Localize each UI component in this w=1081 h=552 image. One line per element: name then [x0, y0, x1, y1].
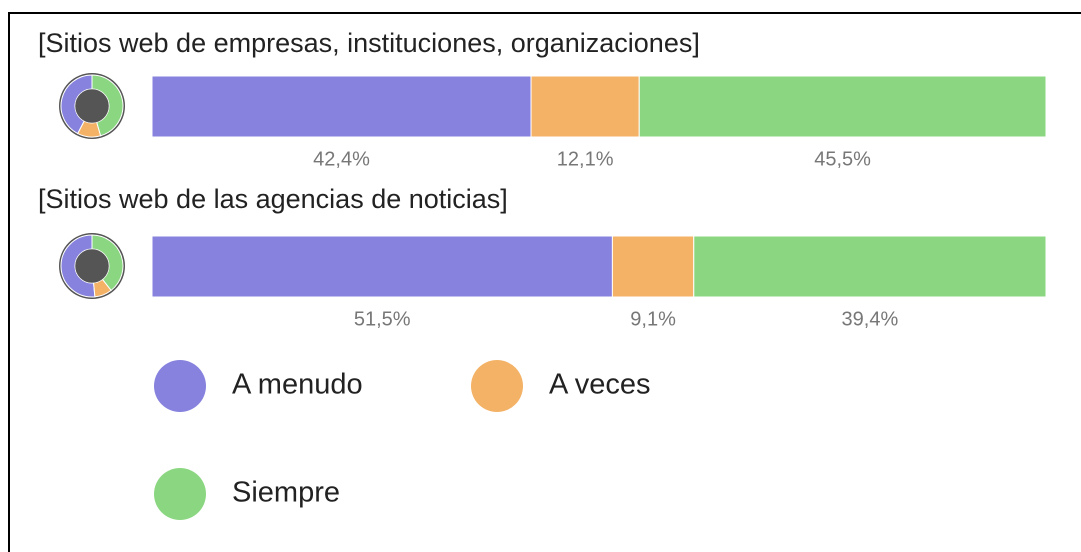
legend-swatch — [471, 360, 523, 412]
value-label: 12,1% — [557, 148, 614, 170]
bar-segment — [151, 75, 532, 138]
value-label: 51,5% — [354, 308, 411, 330]
row-title: [Sitios web de empresas, instituciones, … — [38, 28, 700, 58]
donut-inner-outline — [75, 249, 109, 283]
value-label: 45,5% — [814, 148, 871, 170]
donut-segment — [60, 234, 96, 298]
donut-inner-outline — [75, 89, 109, 123]
row-title: [Sitios web de las agencias de noticias] — [38, 184, 508, 214]
bar-segment — [151, 235, 613, 298]
bar-segment — [530, 75, 640, 138]
legend-swatch — [154, 468, 206, 520]
donut-segment — [91, 74, 124, 137]
value-label: 42,4% — [313, 148, 370, 170]
legend-label: Siempre — [232, 477, 340, 509]
legend-swatch — [154, 360, 206, 412]
value-label: 39,4% — [842, 308, 899, 330]
value-label: 9,1% — [630, 308, 676, 330]
bar-segment — [638, 75, 1047, 138]
legend-label: A veces — [549, 369, 651, 401]
bar-segment — [611, 235, 695, 298]
bar-segment — [693, 235, 1047, 298]
donut-segment — [91, 234, 124, 292]
legend-label: A menudo — [232, 369, 363, 401]
